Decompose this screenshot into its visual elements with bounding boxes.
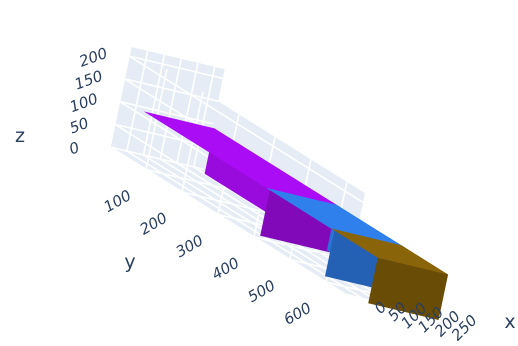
y-tick-label: 400 [209,254,243,284]
y-axis-title: y [124,251,135,273]
y-tick-label: 600 [281,299,315,329]
grid-line-z [128,55,364,203]
z-axis-title: z [15,125,25,147]
y-tick-label: 200 [137,209,171,239]
z-tick-label: 50 [67,114,91,137]
z-tick-label: 100 [67,89,100,116]
bar-3-end-face [368,257,448,320]
bar-2-top-face [266,187,405,248]
x-axis-title: x [504,311,515,333]
z-tick-label: 200 [77,44,110,71]
y-tick-label: 100 [101,186,135,216]
y-tick-label: 300 [173,231,207,261]
z-tick-label: 150 [72,67,105,94]
bars-layer [143,111,448,320]
grid-line-z [109,146,345,294]
bar-3 [330,228,448,320]
y-tick-label: 500 [245,276,279,306]
bar-1-top-face [143,111,340,207]
z-tick-label: 0 [67,138,82,158]
bar-3-top-face [330,228,448,275]
